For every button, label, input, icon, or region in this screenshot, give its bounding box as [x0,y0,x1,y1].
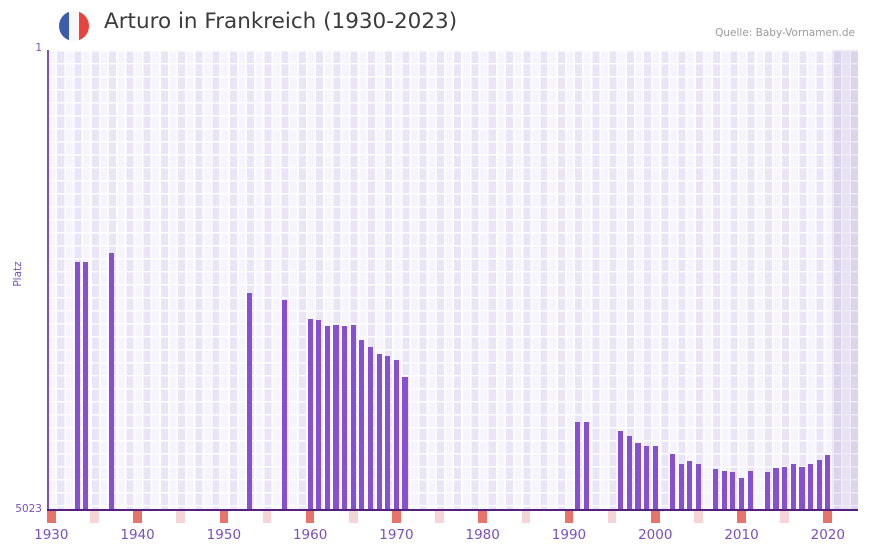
bar-1996[interactable] [618,431,624,510]
x-axis-tick-strip [47,511,858,523]
grid-lines [47,50,858,510]
page-title: Arturo in Frankreich (1930-2023) [104,9,458,34]
bar-2010[interactable] [738,478,745,510]
bar-2017[interactable] [799,467,805,510]
bar-1937[interactable] [109,253,115,510]
bar-1969[interactable] [385,356,391,510]
x-axis-label-2010: 2010 [724,527,759,543]
bar-2008[interactable] [721,471,727,510]
bar-2003[interactable] [678,464,684,510]
x-tick-2020 [823,511,833,523]
bar-1957[interactable] [281,300,287,510]
bar-2011[interactable] [747,471,753,510]
x-tick-1985 [521,511,531,523]
bar-2004[interactable] [687,461,693,510]
bar-1997[interactable] [626,436,632,510]
x-tick-2005 [694,511,703,523]
bar-2015[interactable] [782,467,788,510]
bar-1934[interactable] [83,262,89,510]
x-axis-label-1930: 1930 [34,527,69,543]
bar-1970[interactable] [393,360,399,510]
x-tick-1940 [133,511,142,523]
x-tick-1975 [435,511,444,523]
x-tick-1945 [176,511,186,523]
bar-1953[interactable] [247,293,253,510]
source-attribution: Quelle: Baby-Vornamen.de [715,27,855,39]
flag-band-white [69,11,79,41]
bar-2007[interactable] [713,469,719,510]
x-tick-1960 [305,511,315,523]
x-axis-label-1980: 1980 [465,527,500,543]
bar-1968[interactable] [376,354,382,510]
bar-1964[interactable] [342,326,348,510]
x-axis-label-1960: 1960 [292,527,328,543]
x-tick-1950 [219,511,229,523]
bar-2005[interactable] [695,464,701,510]
y-axis-bottom-label: 5023 [15,503,42,515]
bar-2009[interactable] [730,472,736,510]
chart-header: Arturo in Frankreich (1930-2023) Quelle:… [0,0,873,46]
x-tick-1955 [262,511,272,523]
bar-2002[interactable] [669,454,676,510]
bar-1961[interactable] [316,320,322,510]
recent-years-shaded-band [832,50,858,510]
x-tick-1930 [47,511,56,523]
x-axis-label-1940: 1940 [120,527,155,543]
x-axis-label-1950: 1950 [206,527,242,543]
x-axis-label-2020: 2020 [810,527,845,543]
bar-1967[interactable] [367,347,374,510]
x-axis-label-2000: 2000 [638,527,673,543]
x-tick-1935 [90,511,99,523]
bar-2019[interactable] [816,460,822,510]
bar-1962[interactable] [324,326,330,510]
y-axis-title: Platz [12,261,24,287]
bar-series [47,50,858,510]
bar-2018[interactable] [807,464,814,510]
y-axis-line [47,50,49,510]
x-tick-1965 [348,511,358,523]
x-tick-2000 [650,511,660,523]
x-tick-1970 [392,511,401,523]
x-tick-1995 [607,511,617,523]
bar-2014[interactable] [773,468,779,510]
bar-2020[interactable] [825,455,831,510]
france-flag-icon [59,11,89,41]
x-axis-line [47,509,858,511]
bar-1933[interactable] [74,262,80,510]
x-axis-label-1990: 1990 [551,527,587,543]
x-tick-2015 [780,511,789,523]
bar-2000[interactable] [652,446,658,510]
x-tick-1980 [478,511,487,523]
x-tick-2010 [737,511,746,523]
flag-band-red [79,11,89,41]
bar-2013[interactable] [764,472,770,510]
bar-1963[interactable] [333,325,339,510]
bar-1960[interactable] [307,319,313,510]
plot-area [47,50,858,510]
x-axis-label-1970: 1970 [379,527,414,543]
x-tick-1990 [564,511,574,523]
bar-1992[interactable] [583,422,589,510]
bar-1998[interactable] [635,443,641,510]
flag-band-blue [59,11,69,41]
bar-2016[interactable] [790,464,796,510]
bar-1966[interactable] [359,340,365,510]
y-axis-top-label: 1 [35,42,42,54]
bar-1971[interactable] [402,377,408,510]
bar-1991[interactable] [575,422,581,510]
bar-1965[interactable] [350,325,356,510]
bar-1999[interactable] [644,446,650,510]
